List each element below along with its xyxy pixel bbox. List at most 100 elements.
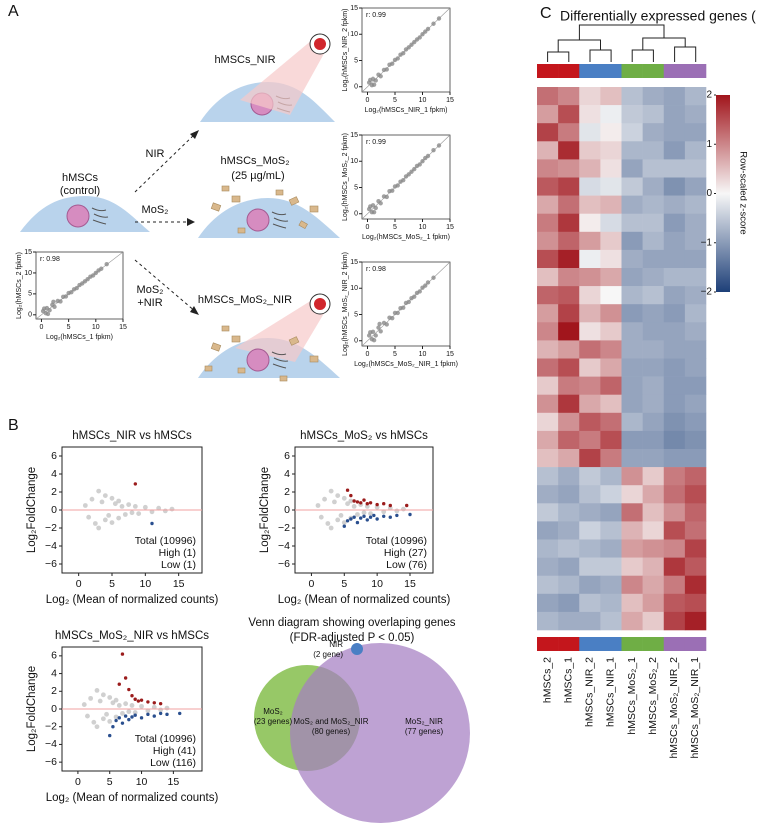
y-tick-label: 0 [28,312,32,319]
heatmap-cell [579,430,601,450]
heatmap-cell [684,539,707,558]
y-tick-label: 0 [51,504,57,516]
colorbar [716,95,730,292]
heatmap-cell [558,485,580,504]
point [129,510,135,516]
y-tick-label: −6 [45,558,57,570]
point [96,525,102,531]
point [315,503,321,508]
heatmap-cell [642,358,665,377]
heatmap-cell [579,557,601,576]
y-axis-label: Log₂FoldChange [259,467,271,553]
chart-title: (FDR-adjusted P < 0.05) [290,632,415,644]
heatmap-cell [537,376,559,395]
point [368,501,373,505]
heatmap-cell [621,521,643,540]
heatmap-cell [684,249,707,269]
heatmap-cell [537,503,559,522]
group-color-bar [684,64,707,78]
point [412,166,417,172]
heatmap-cell [579,394,601,414]
point [111,725,115,729]
heatmap-cell [537,322,559,341]
heatmap-cell [537,593,559,613]
heatmap-cell [621,611,643,631]
x-tick-label: 0 [76,578,82,590]
heatmap-cell [579,485,601,504]
heatmap-cell [663,286,686,305]
heatmap-cell [537,340,559,359]
point [117,716,121,720]
y-tick-label: −2 [45,720,57,732]
point [390,188,395,193]
y-tick-label: −6 [278,558,290,570]
group-color-bar [642,64,665,78]
point [406,45,411,50]
point [116,515,122,521]
venn-label: (2 gene) [313,650,343,659]
heatmap-cell [537,231,559,251]
y-tick-label: 10 [24,270,32,277]
heatmap-cell [600,159,622,178]
point [373,78,378,83]
point [123,701,129,707]
point [384,194,389,200]
point [425,26,431,32]
y-tick-label: 10 [350,158,358,165]
point [146,712,150,717]
axes-frame [361,7,451,93]
y-axis-label: Log₂FoldChange [26,467,38,553]
point [146,700,150,704]
heatmap-cell [684,358,707,377]
colorbar-tick-label: −1 [701,237,713,248]
point [169,506,175,512]
point [145,708,151,714]
heatmap-cell [579,213,601,233]
point [112,501,118,507]
heatmap-cell [663,521,686,540]
legend-entry: Total (10996) [135,535,196,547]
point [120,652,125,656]
heatmap-cell [684,87,707,106]
group-color-bar [537,637,559,651]
point [82,503,88,508]
point [364,504,370,509]
chart-title: Differentially expressed genes (DEG) [560,8,757,24]
point [52,304,57,310]
heatmap-cell [537,304,559,323]
point [152,714,156,718]
heatmap-cell [642,430,665,450]
heatmap-cell [621,485,643,504]
heatmap-cell [642,195,665,214]
heatmap-cell [600,430,622,450]
label: +NIR [137,297,162,309]
point [365,518,369,522]
heatmap-cell [558,557,580,576]
point [342,524,346,528]
heatmap-cell [600,268,622,287]
heatmap-cell [621,141,643,160]
point [130,715,134,719]
y-tick-label: 4 [284,468,290,480]
heatmap-cell [642,105,665,124]
colorbar-tick-label: 1 [706,139,712,150]
point [362,498,366,502]
heatmap-cell [684,503,707,522]
y-tick-label: −2 [278,522,290,534]
heatmap-cell [642,159,665,178]
venn-label: MoS₂ [263,707,283,716]
heatmap-cell [621,268,643,287]
group-color-bar [600,637,622,651]
point [99,266,104,271]
point [94,724,100,730]
y-axis-label: Log₂(hMSCs_MoS₂_2 fpkm) [342,133,349,221]
y-axis-label: Log₂(hMSCs_MoS₂_NIR_2 fpkm) [342,252,349,356]
x-tick-label: 0 [366,224,370,231]
heatmap-cell [600,412,622,432]
points [82,482,175,531]
heatmap-cell [642,412,665,432]
heatmap-cell [537,539,559,558]
point [100,692,106,698]
x-tick-label: 15 [446,224,454,231]
point [74,285,79,291]
